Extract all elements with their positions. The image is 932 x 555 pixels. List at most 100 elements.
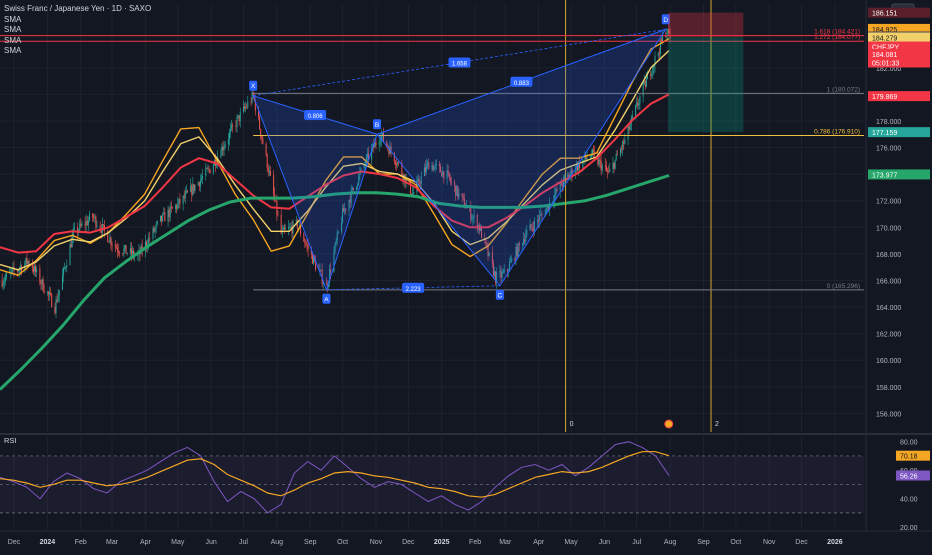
event-icon [664, 419, 674, 429]
candle-body [137, 254, 139, 256]
candle-body [397, 162, 399, 165]
candle-body [419, 183, 421, 185]
candle-body [17, 270, 19, 272]
candle-body [606, 166, 608, 171]
pattern-ratio-xb [253, 95, 378, 135]
candle-body [456, 186, 458, 196]
candle-body [434, 164, 436, 167]
candle-body [564, 177, 566, 178]
candle-body [409, 182, 411, 194]
candle-body [199, 180, 201, 187]
candle-body [356, 187, 358, 190]
candle-body [529, 224, 531, 231]
candle-body [493, 271, 495, 276]
rsi-tick: 40.00 [900, 497, 918, 504]
candle-body [11, 269, 13, 272]
fib-label: 1.618 (184.421) [814, 29, 860, 36]
candle-body [303, 234, 305, 242]
candle-body [5, 273, 7, 278]
candle-body [457, 186, 459, 198]
candle-body [638, 103, 640, 106]
candle-body [440, 166, 442, 173]
candle-body [644, 80, 646, 88]
candle-body [246, 107, 248, 108]
candle-body [609, 168, 611, 172]
candle-body [567, 174, 569, 178]
candle-body [439, 163, 441, 167]
candle-body [129, 248, 131, 253]
sma-indicator-4[interactable]: SMA [4, 46, 22, 55]
candle-body [36, 268, 38, 272]
candle-body [288, 227, 290, 230]
candle-body [251, 92, 253, 103]
candle-body [570, 169, 572, 175]
sma-indicator-1[interactable]: SMA [4, 14, 22, 24]
candle-body [178, 198, 180, 204]
candle-body [245, 107, 247, 109]
candle-body [492, 263, 494, 276]
candle-body [179, 198, 181, 204]
time-tick: Jul [632, 539, 641, 546]
candle-body [77, 227, 79, 234]
candle-body [31, 263, 33, 269]
candle-body [458, 193, 460, 198]
time-tick: 2024 [40, 539, 56, 546]
candle-body [86, 220, 88, 226]
candle-body [39, 268, 41, 283]
candle-body [622, 141, 624, 150]
time-tick: Dec [795, 539, 808, 546]
candle-body [569, 174, 571, 178]
symbol-title[interactable]: Swiss Franc / Japanese Yen · 1D · SAXO [4, 4, 152, 13]
candle-body [230, 128, 232, 133]
candle-body [267, 168, 269, 173]
candle-body [449, 178, 451, 182]
pattern-ratio-badge [448, 57, 471, 68]
candle-body [441, 172, 443, 177]
candle-body [523, 239, 525, 245]
candle-body [258, 110, 260, 118]
candle-body [388, 148, 390, 155]
candle-body [556, 188, 558, 191]
price-label-text: 173.977 [872, 172, 897, 179]
price-label-box [868, 32, 930, 43]
time-tick: May [564, 539, 578, 546]
candle-body [621, 149, 623, 150]
candle-body [631, 115, 633, 118]
candle-body [637, 102, 639, 106]
time-tick: Feb [469, 539, 481, 546]
candle-body [200, 178, 202, 181]
candle-body [629, 124, 631, 130]
candle-body [198, 182, 200, 187]
candle-body [50, 292, 52, 295]
candle-body [197, 182, 199, 186]
candle-body [582, 160, 584, 169]
candle-body [282, 227, 284, 230]
candle-body [4, 277, 6, 281]
candle-body [79, 223, 81, 231]
candle-body [222, 146, 224, 151]
candle-body [463, 197, 465, 208]
candle-body [289, 226, 291, 228]
candle-body [426, 164, 428, 172]
candle-body [604, 165, 606, 167]
rsi-ma-line [0, 451, 670, 498]
candle-body [310, 249, 312, 255]
sma-line-2 [0, 49, 670, 271]
pattern-point-badge [249, 80, 258, 91]
candle-body [311, 254, 313, 264]
position-target-zone [667, 37, 744, 133]
candle-body [262, 139, 264, 144]
sma-indicator-3[interactable]: SMA [4, 35, 22, 45]
candle-body [115, 246, 117, 249]
harmonic-pattern: 0.806 2.223 1.658 0.883 X A B C D [249, 14, 670, 304]
candle-body [476, 215, 478, 230]
sma-line-3 [0, 93, 670, 254]
candle-body [305, 243, 307, 245]
sma-indicator-2[interactable]: SMA [4, 25, 22, 34]
candle-body [130, 248, 132, 255]
rsi-tick: 20.00 [900, 525, 918, 532]
candle-body [589, 156, 591, 159]
candle-body [191, 185, 193, 195]
